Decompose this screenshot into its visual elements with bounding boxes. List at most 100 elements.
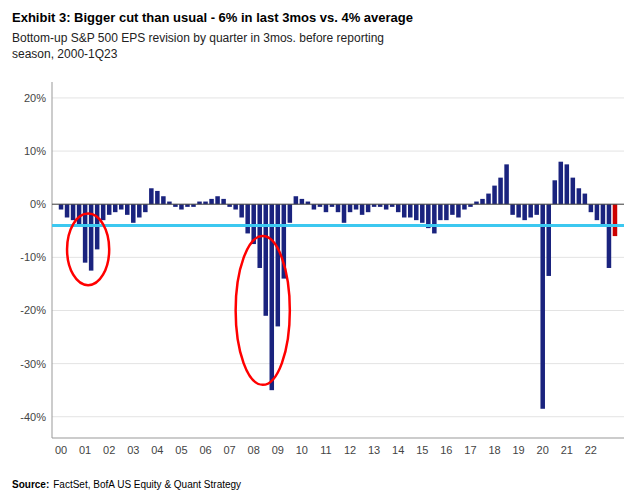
- bar: [462, 204, 467, 209]
- x-tick-label: 10: [296, 444, 308, 456]
- bar: [131, 204, 136, 223]
- x-axis: 0001020304050607080910111213141516171819…: [55, 444, 597, 456]
- bar: [161, 196, 166, 204]
- y-tick-label: -40%: [20, 411, 46, 423]
- highlight-ellipse: [236, 236, 290, 385]
- x-tick-label: 11: [320, 444, 331, 456]
- grid-line: [52, 97, 624, 98]
- bar: [270, 204, 275, 390]
- bar: [384, 204, 389, 209]
- x-tick-label: 07: [223, 444, 235, 456]
- source: Source: FactSet, BofA US Equity & Quant S…: [12, 479, 241, 490]
- x-tick-label: 00: [55, 444, 67, 456]
- grid: [52, 98, 624, 417]
- bar: [571, 178, 576, 205]
- bar: [534, 204, 539, 215]
- bar: [504, 164, 509, 204]
- bar: [432, 204, 437, 233]
- bar: [480, 199, 485, 204]
- bar: [553, 180, 558, 204]
- bar: [336, 204, 341, 212]
- bar: [179, 204, 184, 209]
- x-tick-label: 18: [488, 444, 500, 456]
- x-tick-label: 08: [248, 444, 260, 456]
- bar: [143, 204, 148, 212]
- bar: [420, 204, 425, 223]
- grid-line: [52, 416, 624, 417]
- bar: [486, 194, 491, 205]
- bar: [408, 204, 413, 217]
- x-tick-label: 05: [175, 444, 187, 456]
- y-tick-label: 0%: [30, 198, 46, 210]
- bar: [107, 204, 112, 215]
- y-axis: -40%-30%-20%-10%0%10%20%: [20, 92, 46, 423]
- x-tick-label: 06: [199, 444, 211, 456]
- bar: [510, 204, 515, 215]
- bar: [324, 204, 329, 212]
- x-tick-label: 01: [79, 444, 91, 456]
- bar: [414, 204, 419, 220]
- title: Exhibit 3: Bigger cut than usual - 6% in…: [12, 10, 413, 25]
- source-text: FactSet, BofA US Equity & Quant Strategy: [53, 479, 241, 490]
- bar: [71, 204, 76, 220]
- x-tick-label: 17: [464, 444, 476, 456]
- x-axis-line: [52, 438, 624, 439]
- bar: [149, 188, 154, 204]
- bar: [119, 204, 124, 209]
- x-tick-label: 15: [416, 444, 428, 456]
- y-tick-label: 10%: [24, 145, 46, 157]
- bar: [546, 204, 551, 276]
- bar: [540, 204, 545, 409]
- source-label: Source:: [12, 479, 49, 490]
- bar: [288, 204, 293, 223]
- zero-line: [52, 204, 624, 205]
- y-tick-label: 20%: [24, 92, 46, 104]
- x-tick-label: 16: [440, 444, 452, 456]
- bar: [595, 204, 600, 220]
- bar: [396, 204, 401, 212]
- y-axis-line: [52, 82, 53, 438]
- bar: [456, 204, 461, 217]
- grid-line: [52, 151, 624, 152]
- subtitle-line: season, 2000-1Q23: [12, 47, 118, 61]
- bar: [245, 204, 250, 233]
- x-tick-label: 20: [537, 444, 549, 456]
- grid-line: [52, 363, 624, 364]
- y-tick-label: -10%: [20, 251, 46, 263]
- subtitle-line: Bottom-up S&P 500 EPS revision by quarte…: [12, 31, 384, 45]
- bar: [613, 204, 618, 236]
- bar: [366, 204, 371, 212]
- bar: [215, 196, 220, 204]
- bar: [492, 186, 497, 205]
- bar: [360, 204, 365, 215]
- x-tick-label: 12: [344, 444, 356, 456]
- x-tick-label: 02: [103, 444, 115, 456]
- bar: [233, 204, 238, 209]
- x-tick-label: 09: [272, 444, 284, 456]
- bar: [583, 194, 588, 205]
- grid-line: [52, 204, 624, 205]
- chart: Exhibit 3: Bigger cut than usual - 6% in…: [0, 0, 640, 500]
- bar: [402, 204, 407, 217]
- bar: [221, 199, 226, 204]
- bar: [522, 204, 527, 220]
- average-line: [52, 224, 624, 227]
- x-tick-label: 13: [368, 444, 380, 456]
- bar: [589, 204, 594, 212]
- x-tick-label: 21: [561, 444, 573, 456]
- bar: [137, 204, 142, 217]
- bar: [209, 199, 214, 204]
- bar: [528, 204, 533, 217]
- bar: [342, 204, 347, 223]
- subtitle: Bottom-up S&P 500 EPS revision by quarte…: [12, 31, 384, 61]
- bar: [59, 204, 64, 209]
- y-tick-label: -30%: [20, 358, 46, 370]
- bar: [565, 164, 570, 204]
- x-tick-label: 22: [585, 444, 597, 456]
- bar: [348, 204, 353, 212]
- bar: [300, 199, 305, 204]
- grid-line: [52, 310, 624, 311]
- bar: [276, 204, 281, 326]
- grid-line: [52, 257, 624, 258]
- bar: [577, 188, 582, 204]
